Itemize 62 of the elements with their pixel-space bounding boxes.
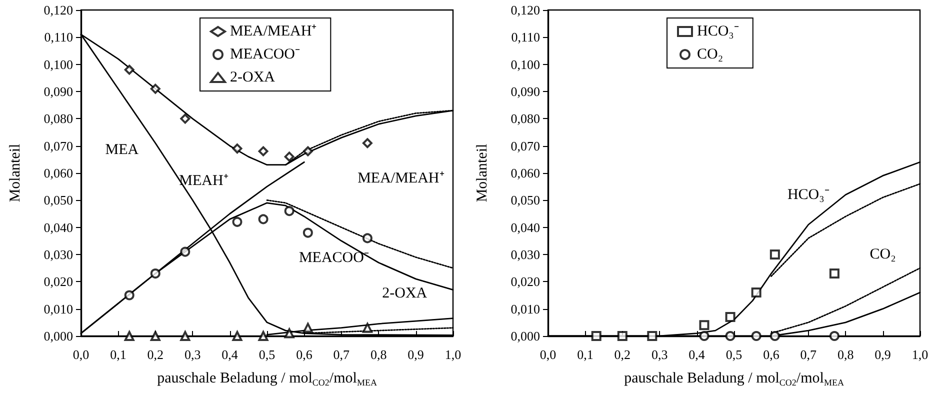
x-tick-label: 1,0 [912,347,928,362]
y-tick-label: 0,020 [44,274,73,290]
y-tick-label: 0,110 [511,30,540,45]
x-tick-label: 0,9 [874,347,891,362]
x-tick-label: 0,6 [763,347,780,362]
y-tick-label: 0,120 [510,2,540,18]
x-tick-label: 0,8 [370,347,387,362]
legend-label: MEACOO⁻ [230,46,300,62]
y-tick-label: 0,090 [510,84,540,99]
annotation: CO₂ [870,246,896,262]
x-tick-label: 0,1 [577,347,594,362]
y-tick-label: 0,090 [44,84,73,99]
y-tick-label: 0,030 [510,247,540,262]
annotation: MEA [105,142,139,158]
y-tick-label: 0,060 [510,166,540,180]
x-tick-label: 0,4 [688,347,706,362]
y-tick-label: 0,080 [510,111,540,126]
y-tick-label: 0,010 [510,301,540,316]
y-axis-title: Molanteil [8,144,24,202]
x-tick-label: 1,0 [444,347,462,362]
x-tick-label: 0,0 [540,347,556,362]
annotation: 2-OXA [382,286,428,302]
x-tick-label: 0,2 [147,347,164,362]
legend-label: HCO₃⁻ [697,24,739,40]
x-tick-label: 0,9 [408,347,424,362]
legend-label: 2-OXA [230,70,276,86]
x-tick-label: 0,4 [222,347,238,362]
y-tick-label: 0,050 [44,192,73,208]
annotation: HCO₃⁻ [787,186,830,203]
y-tick-label: 0,060 [44,166,73,180]
legend-label: MEA/MEAH⁺ [230,24,317,40]
y-tick-label: 0,040 [44,220,73,235]
y-tick-label: 0,100 [510,56,540,72]
y-tick-label: 0,070 [510,138,540,154]
y-tick-label: 0,080 [44,111,73,126]
y-tick-label: 0,070 [44,138,73,154]
x-tick-label: 0,6 [296,347,313,362]
annotation: MEACOO⁻ [298,250,369,266]
x-tick-label: 0,7 [800,347,818,362]
y-tick-label: 0,040 [510,220,540,235]
y-tick-label: 0,100 [44,56,73,72]
annotation: MEA/MEAH⁺ [358,170,444,187]
x-tick-label: 0,1 [110,347,126,362]
y-tick-label: 0,030 [44,247,73,262]
y-tick-label: 0,020 [510,274,540,290]
y-tick-label: 0,010 [44,301,73,316]
y-axis-title: Molanteil [474,144,490,202]
x-tick-label: 0,7 [333,347,350,362]
x-tick-label: 0,0 [72,347,90,362]
x-tick-label: 0,2 [614,347,631,362]
y-tick-label: 0,000 [44,328,73,344]
annotation: MEAH⁺ [179,173,228,190]
x-tick-label: 0,5 [258,347,276,362]
x-tick-label: 0,5 [726,347,742,362]
x-tick-label: 0,3 [651,347,668,362]
x-tick-label: 0,3 [184,347,201,362]
legend-label: CO₂ [697,46,724,62]
y-tick-label: 0,050 [510,192,540,208]
y-tick-label: 0,000 [510,328,540,344]
y-tick-label: 0,110 [44,30,73,45]
y-tick-label: 0,120 [44,2,73,18]
x-tick-label: 0,8 [837,347,854,362]
